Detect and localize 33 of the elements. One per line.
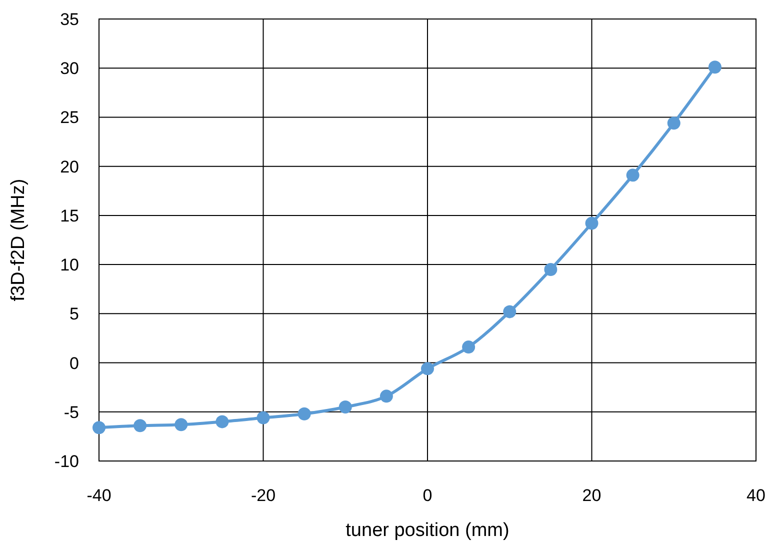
point	[256, 411, 270, 424]
point	[216, 415, 229, 428]
y-tick-label: 30	[60, 59, 79, 78]
x-tick-label: -40	[86, 486, 112, 505]
point	[503, 305, 516, 318]
y-tick-label: 0	[70, 354, 79, 373]
x-axis-title: tuner position (mm)	[346, 520, 510, 541]
y-tick-label: 10	[60, 256, 79, 275]
y-tick-label: 35	[60, 10, 79, 29]
y-tick-label: -10	[54, 452, 79, 471]
point	[92, 421, 106, 434]
point	[174, 418, 188, 432]
point	[338, 400, 352, 414]
y-tick-label: 5	[70, 304, 79, 324]
point	[380, 390, 393, 403]
point	[421, 362, 434, 376]
y-tick-label: 20	[60, 157, 79, 176]
point	[544, 262, 558, 276]
y-tick-label: 25	[60, 108, 79, 128]
x-tick-label: 0	[422, 486, 432, 505]
point	[134, 419, 147, 432]
point	[462, 340, 476, 354]
x-tick-label: 40	[746, 486, 766, 505]
y-tick-label: -5	[64, 402, 79, 422]
x-tick-label: 20	[582, 486, 602, 505]
y-tick-label: 15	[60, 206, 79, 226]
x-tick-label: -20	[250, 486, 276, 505]
point	[708, 60, 722, 74]
y-axis-title: f3D-f2D (MHz)	[8, 178, 29, 302]
point	[585, 216, 598, 230]
point	[626, 168, 640, 182]
point	[298, 407, 311, 420]
point	[667, 116, 680, 130]
